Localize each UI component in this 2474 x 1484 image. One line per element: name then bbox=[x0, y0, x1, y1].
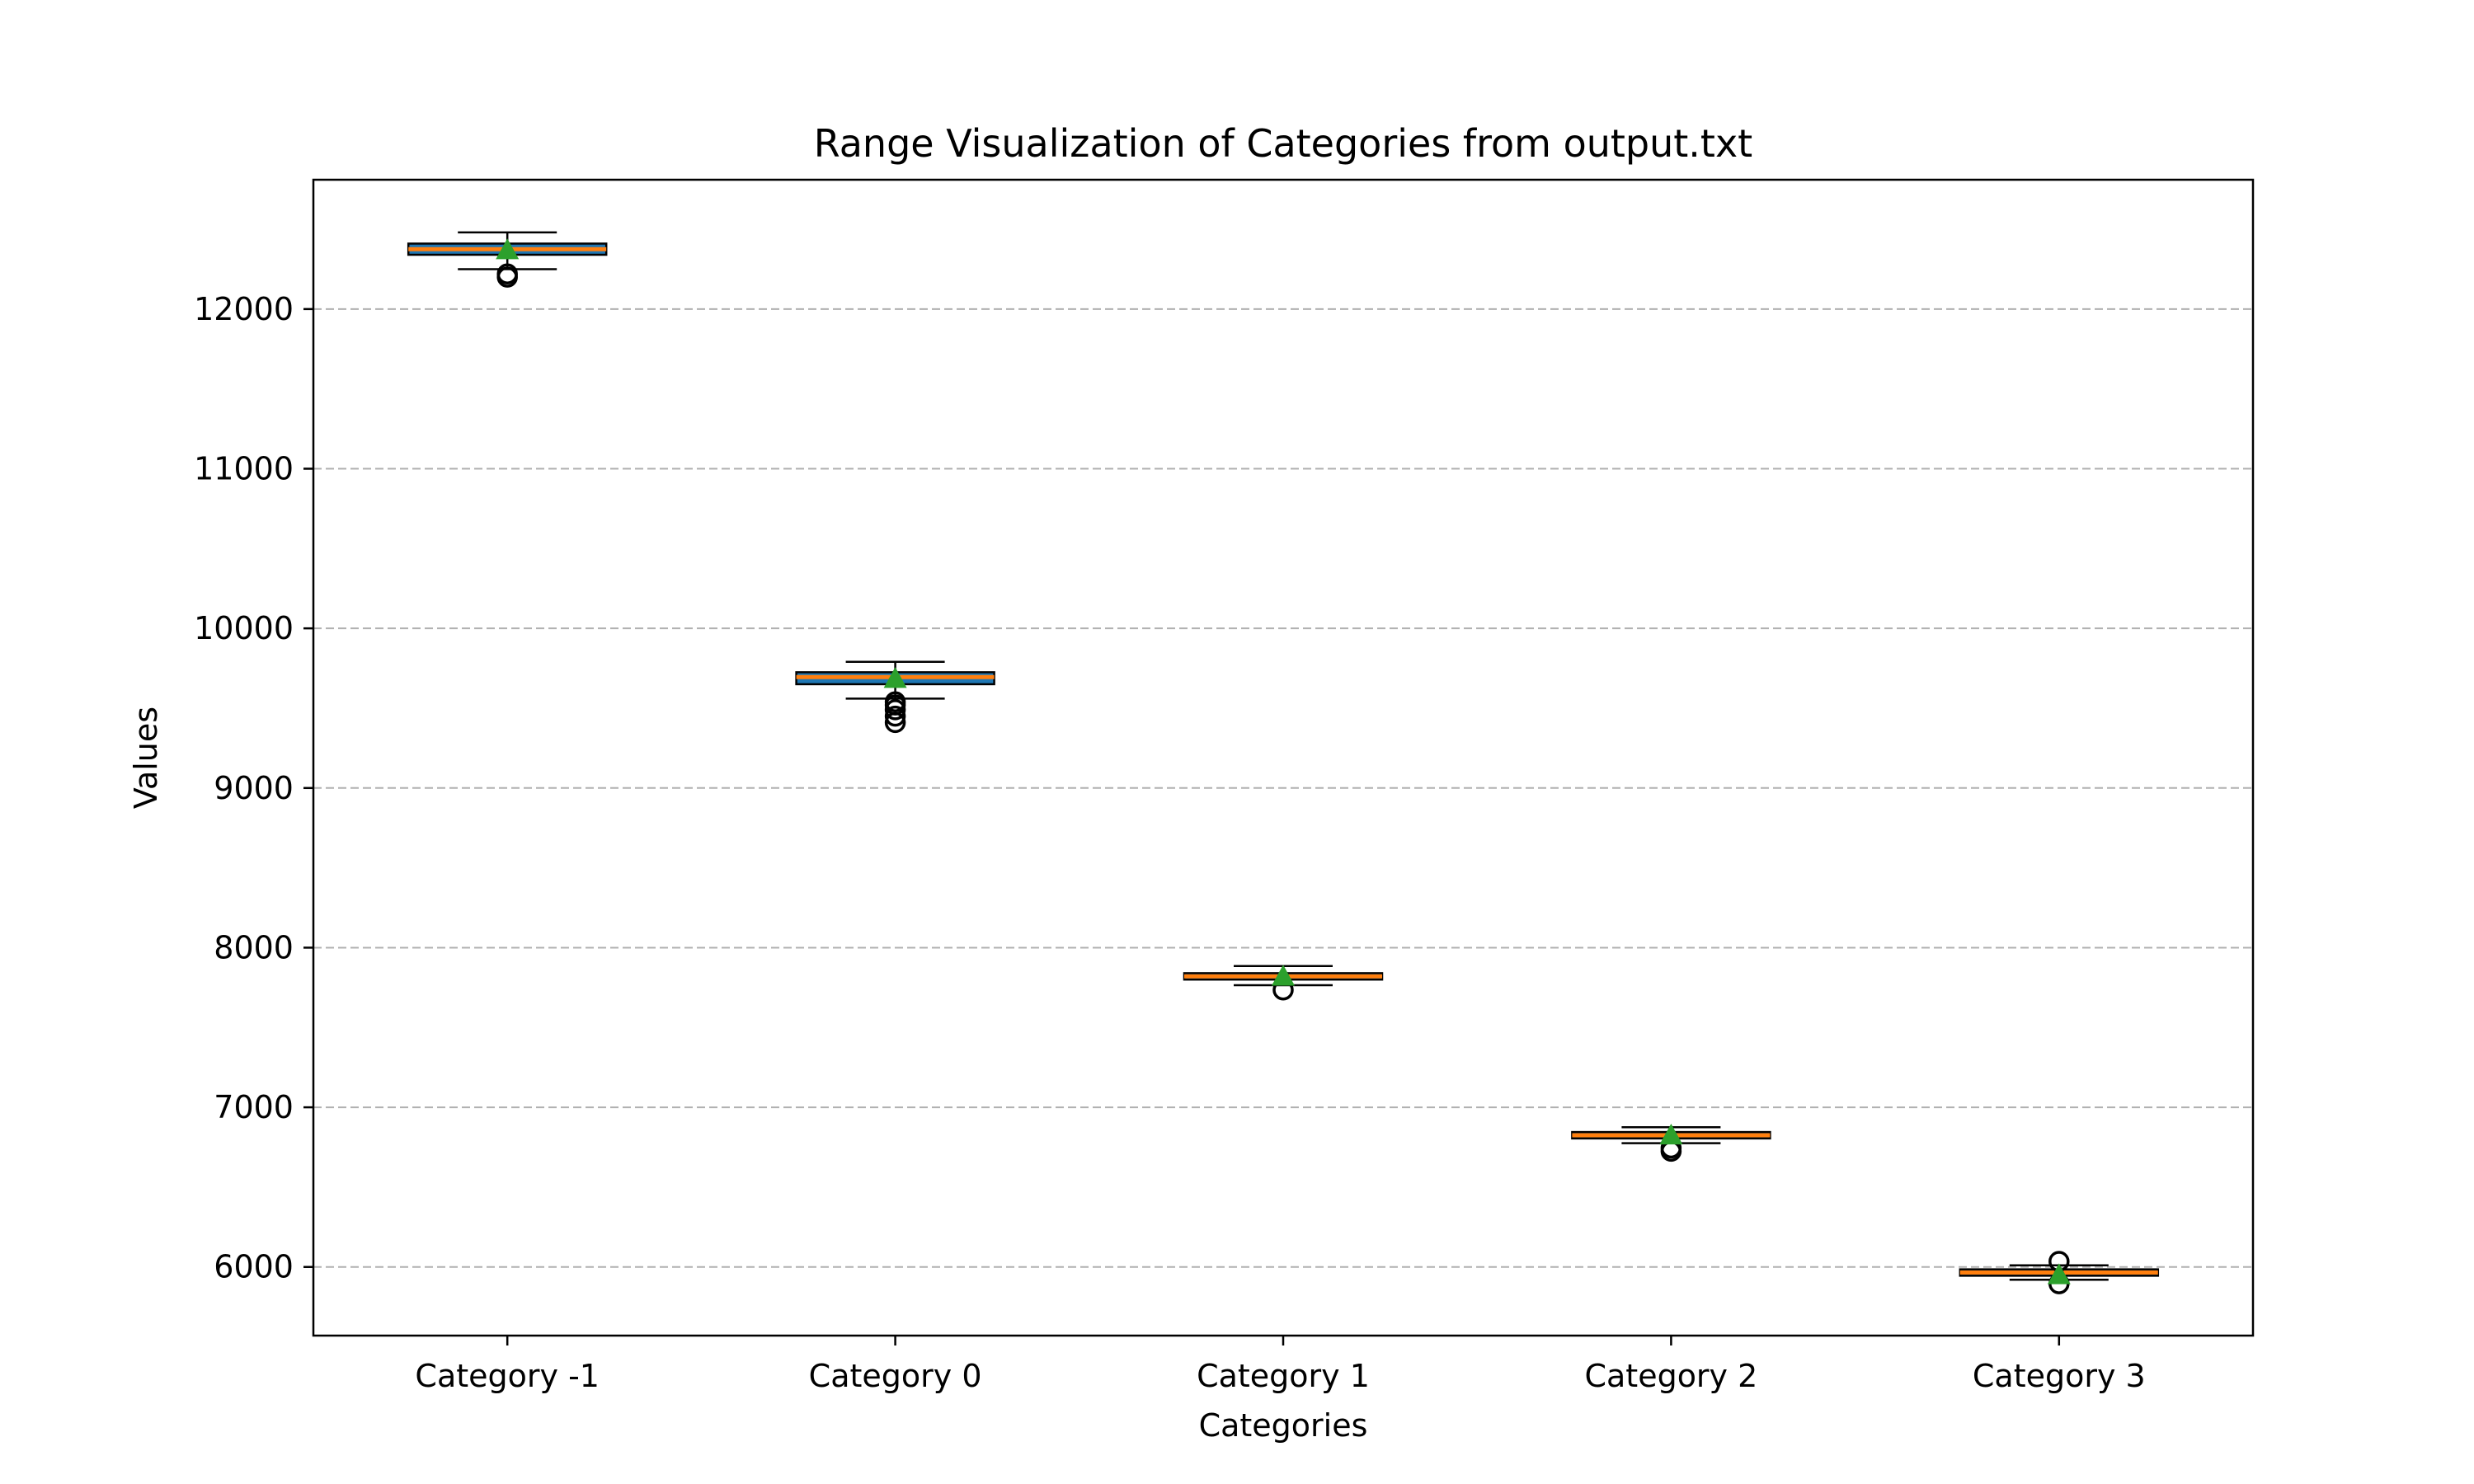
x-tick-label: Category 1 bbox=[1197, 1358, 1370, 1394]
y-tick-label: 10000 bbox=[194, 610, 294, 646]
box-group bbox=[1959, 1251, 2160, 1294]
box-layer bbox=[407, 231, 2160, 1294]
mean-marker bbox=[2047, 1263, 2071, 1284]
y-tick-label: 9000 bbox=[214, 770, 294, 806]
y-tick-label: 8000 bbox=[214, 929, 294, 965]
chart-title: Range Visualization of Categories from o… bbox=[814, 121, 1752, 166]
mean-marker bbox=[1659, 1123, 1683, 1145]
box-group bbox=[1571, 1123, 1771, 1162]
box-group bbox=[795, 660, 995, 734]
y-tick-label: 11000 bbox=[194, 451, 294, 487]
x-tick-label: Category 0 bbox=[809, 1358, 982, 1394]
axis-layer: 6000 7000 8000 9000 10000 11000 12000 Category … bbox=[194, 291, 2146, 1394]
mean-marker bbox=[883, 667, 907, 688]
mean-marker bbox=[496, 238, 520, 260]
y-axis-label: Values bbox=[128, 707, 164, 809]
x-axis-label: Categories bbox=[1199, 1407, 1368, 1444]
outlier-point bbox=[496, 263, 518, 285]
mean-marker bbox=[1272, 965, 1295, 986]
y-tick-label: 7000 bbox=[214, 1089, 294, 1125]
y-tick-label: 12000 bbox=[194, 291, 294, 327]
x-tick-label: Category 2 bbox=[1584, 1358, 1757, 1394]
y-tick-label: 6000 bbox=[214, 1249, 294, 1285]
grid-layer bbox=[313, 308, 2253, 1268]
box-group bbox=[407, 231, 608, 288]
box-group bbox=[1183, 965, 1384, 1001]
x-tick-label: Category 3 bbox=[1973, 1358, 2146, 1394]
outlier-point bbox=[884, 691, 906, 712]
outlier-point bbox=[884, 705, 906, 727]
x-tick-label: Category -1 bbox=[415, 1358, 600, 1394]
